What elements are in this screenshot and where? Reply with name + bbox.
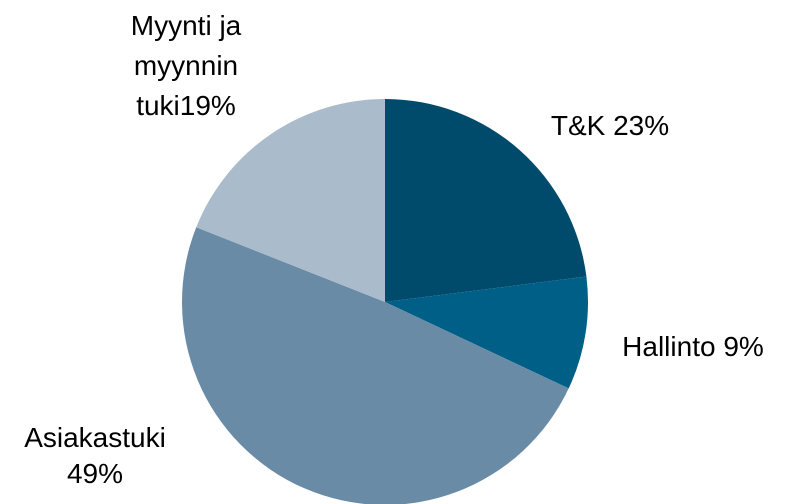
slice-label: T&K 23%: [551, 110, 669, 141]
pie-slice: [385, 99, 587, 302]
slice-label: Asiakastuki 49%: [24, 422, 166, 489]
pie-slice: [385, 276, 588, 389]
pie-slice: [196, 99, 385, 302]
pie-slice: [182, 227, 569, 504]
slice-label: Myynti ja myynnin tuki19%: [131, 10, 242, 121]
slice-label: Hallinto 9%: [622, 331, 764, 362]
